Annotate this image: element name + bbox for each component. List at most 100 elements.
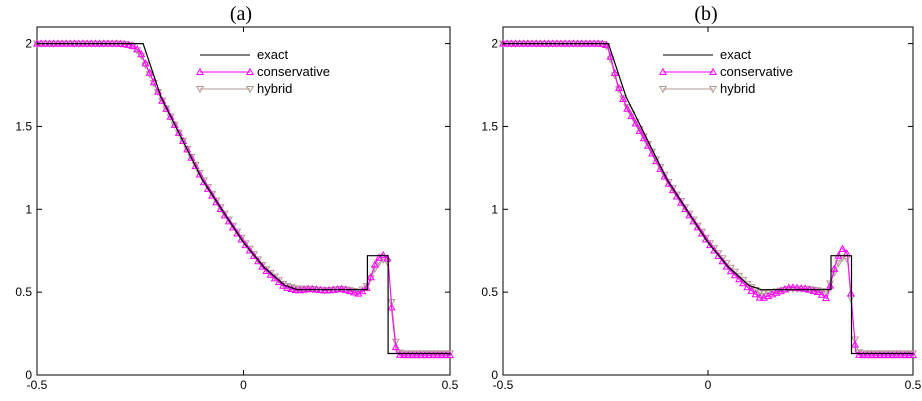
data-point (203, 184, 213, 192)
data-point (714, 251, 723, 259)
data-point (345, 286, 354, 295)
data-point (199, 177, 208, 186)
data-point (437, 350, 446, 359)
data-point (174, 128, 183, 136)
data-point (229, 223, 238, 231)
data-point (183, 145, 192, 153)
legend-marker (708, 67, 718, 76)
legend-marker (195, 85, 205, 94)
legend-label: conservative (720, 64, 793, 79)
data-point (308, 284, 317, 293)
x-tick-label: 0 (240, 378, 247, 392)
panel-a: (a)00.511.52-0.5 0 0.5exactconservativehyb… (15, 3, 458, 392)
data-point (697, 229, 706, 237)
data-point (241, 240, 250, 249)
y-tick-label: 0 (491, 368, 498, 382)
data-point (137, 49, 146, 58)
y-tick-label: 0.5 (15, 285, 32, 299)
data-point (370, 260, 379, 268)
data-point (425, 350, 434, 359)
data-point (610, 68, 619, 77)
data-point (813, 287, 822, 295)
data-point (838, 244, 847, 252)
legend: exact conservative hybrid (658, 47, 793, 96)
data-point (224, 217, 233, 225)
legend: exact conservative hybrid (195, 47, 330, 96)
data-point (162, 104, 171, 112)
data-point (710, 246, 719, 254)
data-point (892, 350, 901, 359)
data-point (233, 229, 242, 237)
x-tick-label: -0.5 (493, 378, 514, 392)
data-point (404, 350, 413, 359)
x-tick-label: -0.5 (27, 378, 48, 392)
data-point (212, 197, 221, 206)
data-point (900, 350, 909, 359)
data-point (254, 256, 263, 265)
panel-title: (b) (694, 3, 717, 25)
data-point (846, 289, 855, 297)
data-point (631, 119, 640, 127)
data-point (855, 350, 864, 358)
data-point (685, 211, 694, 219)
legend-label: exact (720, 47, 751, 62)
data-point (416, 350, 425, 359)
data-point (751, 289, 760, 298)
data-point (170, 120, 179, 128)
data-point (408, 350, 417, 359)
data-point (879, 350, 889, 359)
panel-b: (b)00.511.52-0.5 0 0.5exactconservativehyb… (481, 3, 921, 392)
data-point (429, 350, 438, 359)
data-point (701, 235, 710, 243)
data-point (433, 350, 442, 359)
y-tick-label: 2 (491, 37, 498, 51)
data-point (145, 68, 154, 76)
series-hybrid (498, 40, 918, 358)
series-line-exact (503, 42, 913, 355)
data-point (809, 286, 818, 294)
data-point (337, 284, 346, 292)
data-point (888, 350, 897, 359)
data-point (660, 172, 669, 180)
data-point (333, 285, 342, 293)
legend-marker (195, 67, 205, 76)
x-tick-label: 0.5 (905, 378, 922, 392)
legend-label: exact (257, 47, 288, 62)
data-point (850, 336, 860, 344)
series-line-exact (37, 42, 450, 355)
data-point (366, 275, 375, 283)
data-point (755, 293, 764, 301)
data-point (362, 283, 371, 291)
data-point (619, 94, 628, 102)
data-point (668, 185, 677, 194)
data-point (387, 299, 396, 307)
data-point (366, 272, 375, 281)
data-point (863, 350, 872, 359)
data-point (859, 350, 868, 359)
data-point (304, 284, 313, 293)
data-point (441, 350, 450, 359)
legend-marker (245, 67, 255, 76)
data-point (178, 136, 188, 145)
data-point (128, 41, 137, 50)
data-point (826, 281, 835, 289)
data-point (614, 83, 624, 92)
data-point (743, 282, 752, 291)
data-point (639, 133, 648, 142)
data-point (400, 350, 409, 359)
data-point (133, 45, 142, 53)
y-tick-label: 1.5 (481, 119, 498, 133)
data-point (149, 80, 158, 88)
data-point (875, 350, 884, 359)
data-point (747, 286, 756, 294)
y-tick-label: 0.5 (481, 285, 498, 299)
data-point (850, 340, 860, 348)
data-point (718, 256, 727, 265)
series-conservative (32, 39, 455, 359)
data-point (792, 283, 802, 291)
data-point (187, 153, 196, 161)
data-point (801, 284, 810, 292)
data-point (420, 350, 430, 359)
data-point (191, 161, 200, 170)
